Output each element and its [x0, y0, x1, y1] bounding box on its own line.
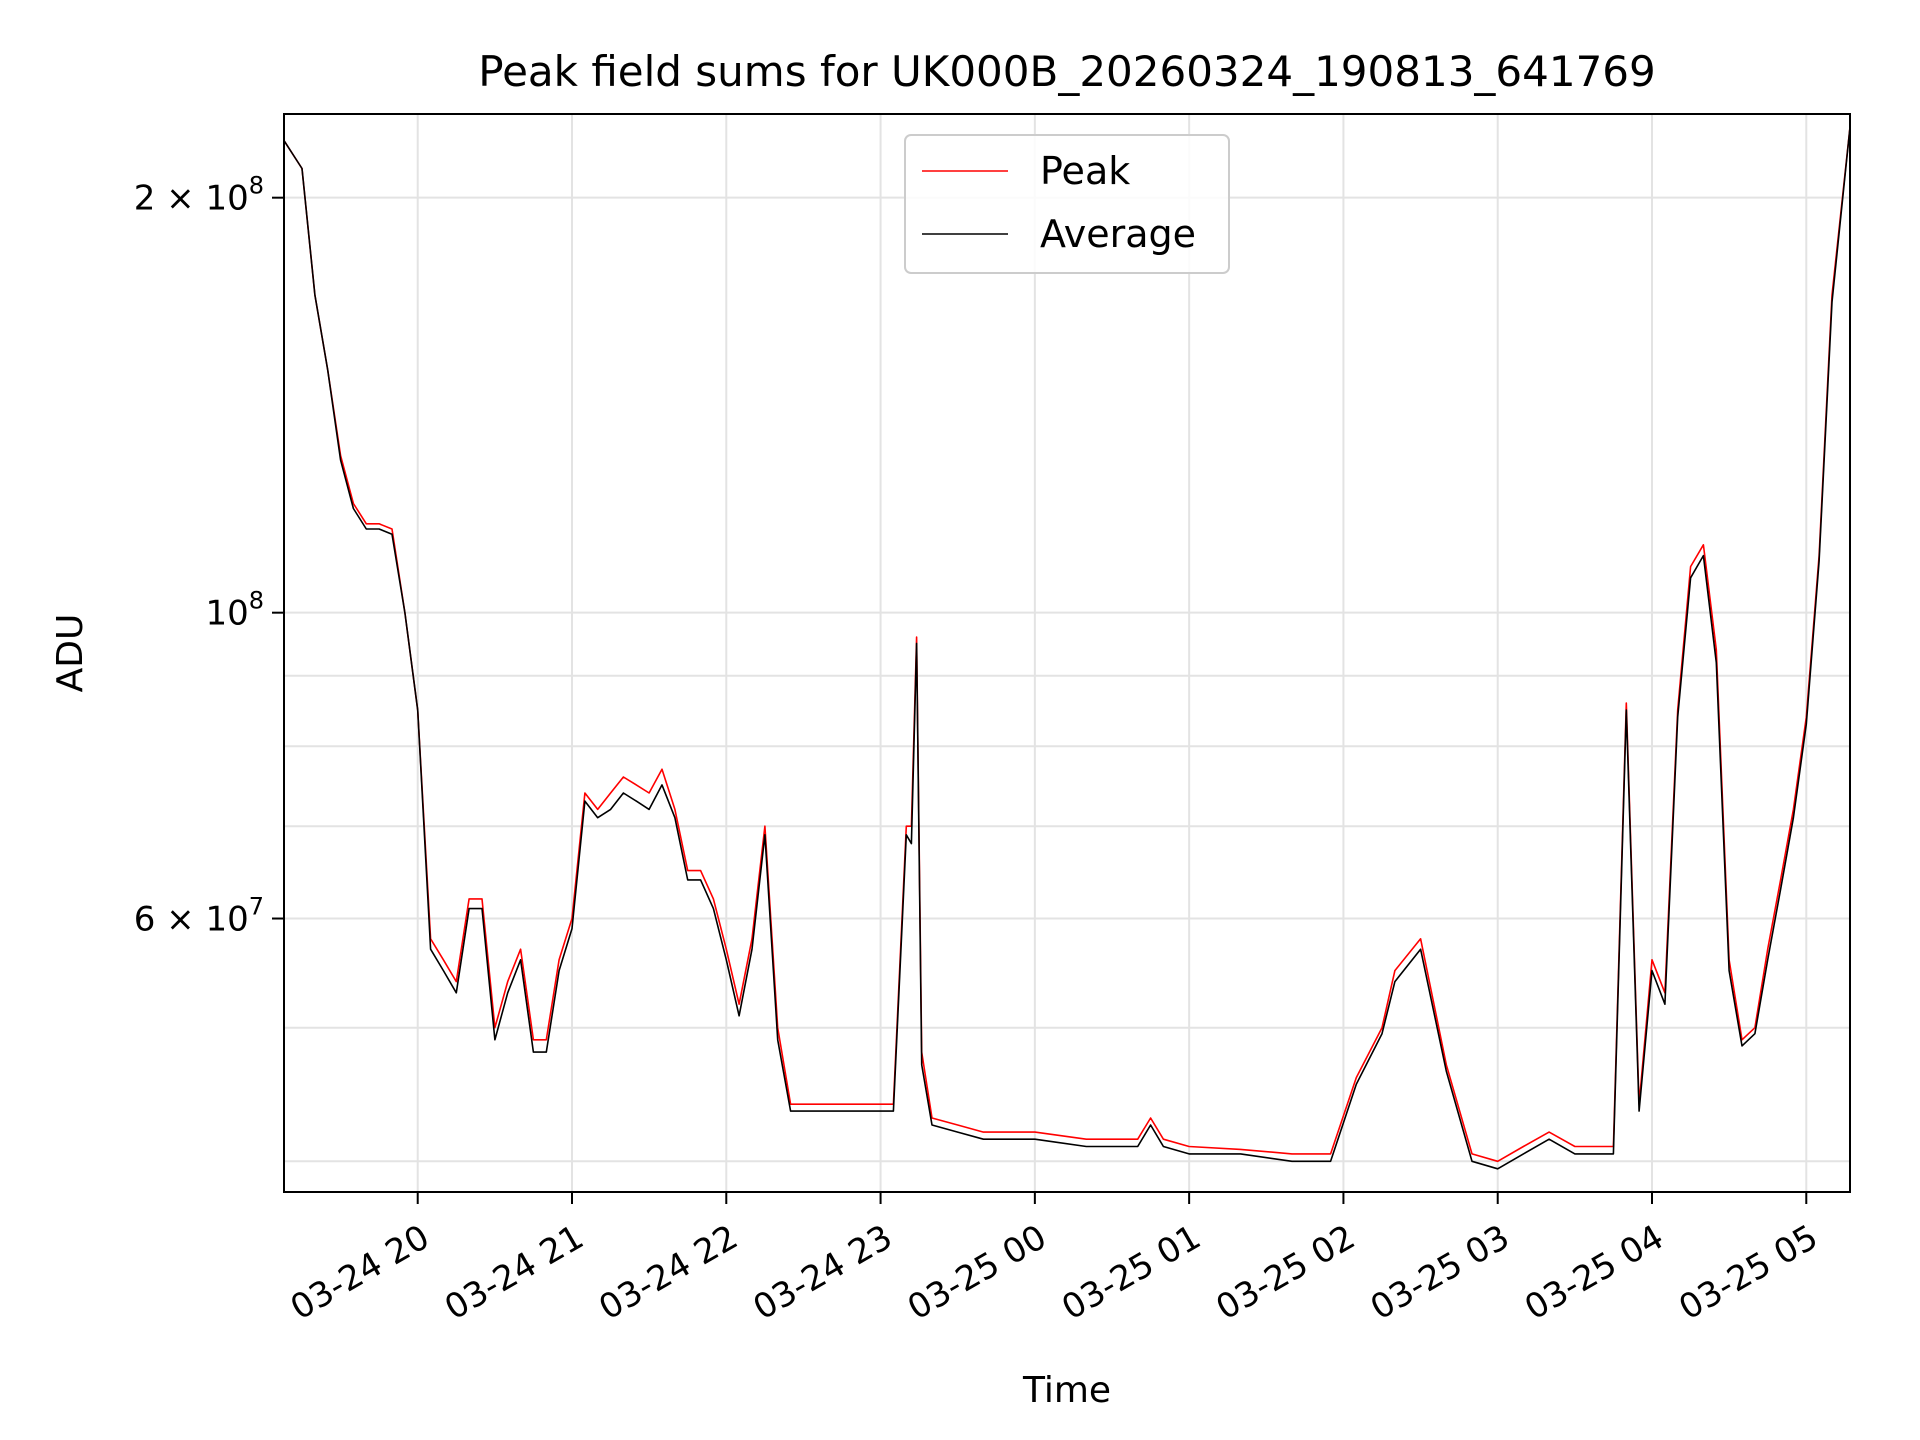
series-line-average [283, 127, 1851, 1170]
legend-box [904, 134, 1230, 274]
legend-label-peak: Peak [1040, 149, 1130, 193]
chart-title: Peak field sums for UK000B_20260324_1908… [478, 47, 1656, 96]
plot-frame [283, 113, 1851, 1193]
legend: Peak Average [904, 134, 1230, 274]
y-axis-label: ADU [50, 614, 91, 693]
y-tick-label-1: 108 [205, 587, 264, 634]
series-layer [283, 127, 1851, 1170]
x-axis-label: Time [1022, 1370, 1111, 1411]
y-tick-label-2: 6 × 107 [134, 893, 264, 940]
legend-label-average: Average [1040, 212, 1196, 256]
y-tick-label-0: 2 × 108 [134, 172, 264, 219]
y-axis: 2 × 108 108 6 × 107 [134, 172, 284, 940]
